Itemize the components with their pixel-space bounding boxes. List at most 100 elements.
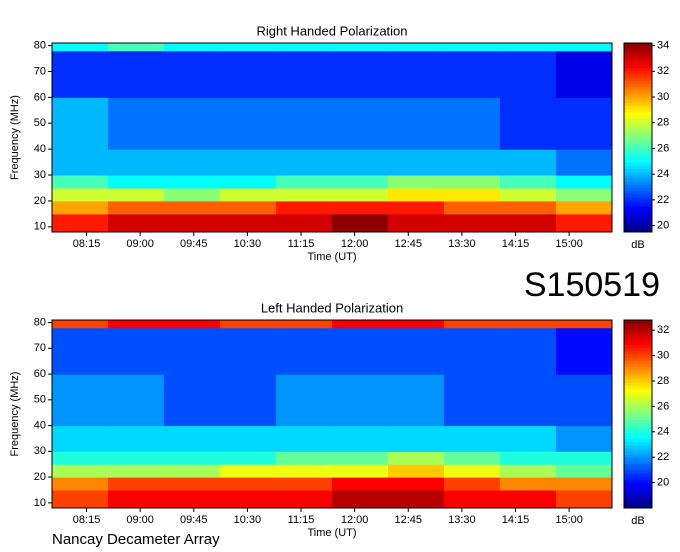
heatmap-cell	[164, 464, 221, 478]
colorbar-segment	[624, 115, 652, 120]
colorbar-segment	[624, 77, 652, 82]
colorbar-segment	[624, 382, 652, 387]
heatmap-cell	[444, 175, 501, 189]
heatmap-cell	[388, 213, 445, 233]
heatmap-cell	[332, 43, 389, 52]
heatmap-cell	[332, 200, 389, 215]
colorbar-segment	[624, 181, 652, 186]
colorbar-tick-label: 24	[657, 168, 669, 180]
colorbar-segment	[624, 326, 652, 330]
colorbar-segment	[624, 457, 652, 462]
colorbar-segment	[624, 370, 652, 374]
colorbar-segment	[624, 128, 652, 132]
heatmap-cell	[276, 50, 333, 98]
colorbar-segment	[624, 392, 652, 396]
colorbar-segment	[624, 52, 652, 57]
colorbar-segment	[624, 225, 652, 230]
colorbar-segment	[624, 407, 652, 412]
heatmap-cell	[164, 489, 221, 509]
colorbar-tick-label: 34	[657, 39, 669, 51]
colorbar-segment	[624, 213, 652, 217]
colorbar-segment	[624, 68, 652, 72]
heatmap-cell	[388, 320, 445, 329]
colorbar-segment	[624, 175, 652, 179]
heatmap-cell	[108, 213, 165, 233]
heatmap-cell	[444, 451, 501, 465]
heatmap-cell	[276, 320, 333, 329]
y-tick-label: 40	[34, 143, 46, 155]
heatmap-cell	[276, 175, 333, 189]
heatmap-cell	[332, 327, 389, 375]
colorbar-segment	[624, 332, 652, 337]
y-tick-label: 40	[34, 419, 46, 431]
colorbar-tick-label: 20	[657, 477, 669, 489]
heatmap-cell	[500, 425, 557, 452]
heatmap-cell	[276, 200, 333, 215]
heatmap-cell	[108, 43, 165, 52]
heatmap-cell	[444, 43, 501, 52]
heatmap-cell	[444, 477, 501, 491]
x-tick-label: 08:15	[73, 514, 101, 526]
colorbar-segment	[624, 169, 652, 173]
observation-id: S150519	[524, 266, 660, 304]
heatmap-cell	[220, 149, 277, 176]
heatmap-cell	[500, 451, 557, 465]
heatmap-cell	[388, 374, 445, 427]
colorbar-segment	[624, 426, 652, 431]
y-tick-label: 80	[34, 39, 46, 51]
heatmap-cell	[500, 200, 557, 215]
heatmap-cell	[332, 451, 389, 465]
heatmap-cell	[276, 489, 333, 509]
heatmap-cell	[332, 187, 389, 202]
heatmap-cell	[220, 374, 277, 427]
heatmap-cell	[444, 489, 501, 509]
plot-frame	[51, 319, 613, 509]
heatmap-cell	[388, 149, 445, 176]
x-tick-label: 09:00	[126, 238, 154, 250]
heatmap-cell	[164, 175, 221, 189]
colorbar-segment	[624, 448, 652, 453]
y-tick-label: 20	[34, 471, 46, 483]
colorbar-tick-label: 32	[657, 65, 669, 77]
heatmap-cell	[556, 175, 613, 189]
colorbar-segment	[624, 209, 652, 214]
heatmap-cell	[444, 97, 501, 150]
heatmap-cell	[108, 489, 165, 509]
x-tick-label: 12:00	[341, 514, 369, 526]
colorbar-segment	[624, 87, 652, 91]
colorbar-tick-label: 22	[657, 451, 669, 463]
heatmap-cell	[556, 464, 613, 478]
colorbar-segment	[624, 140, 652, 145]
x-tick-label: 11:15	[288, 514, 315, 526]
colorbar-segment	[624, 112, 652, 116]
heatmap-cell	[388, 175, 445, 189]
heatmap-cell	[332, 149, 389, 176]
heatmap-cell	[556, 149, 613, 176]
colorbar-segment	[624, 351, 652, 355]
heatmap-cell	[388, 187, 445, 202]
heatmap-cell	[556, 97, 613, 150]
y-tick-label: 10	[34, 221, 46, 233]
colorbar-segment	[624, 191, 652, 195]
heatmap-cell	[388, 200, 445, 215]
heatmap-cell	[276, 327, 333, 375]
heatmap-cell	[556, 489, 613, 509]
heatmap-cell	[164, 43, 221, 52]
colorbar-segment	[624, 451, 652, 456]
y-tick-label: 70	[34, 65, 46, 77]
heatmap-cell	[164, 477, 221, 491]
x-tick-label: 09:45	[180, 514, 208, 526]
heatmap-cell	[556, 50, 613, 98]
colorbar-segment	[624, 388, 652, 393]
heatmap-cell	[388, 464, 445, 478]
colorbar-label: dB	[631, 515, 644, 527]
colorbar-segment	[624, 432, 652, 437]
heatmap-cell	[332, 50, 389, 98]
colorbar-segment	[624, 329, 652, 334]
colorbar-segment	[624, 482, 652, 487]
colorbar-tick-label: 30	[657, 349, 669, 361]
x-tick-label: 14:15	[502, 514, 530, 526]
heatmap-cell	[556, 320, 613, 329]
colorbar-tick-label: 28	[657, 117, 669, 129]
